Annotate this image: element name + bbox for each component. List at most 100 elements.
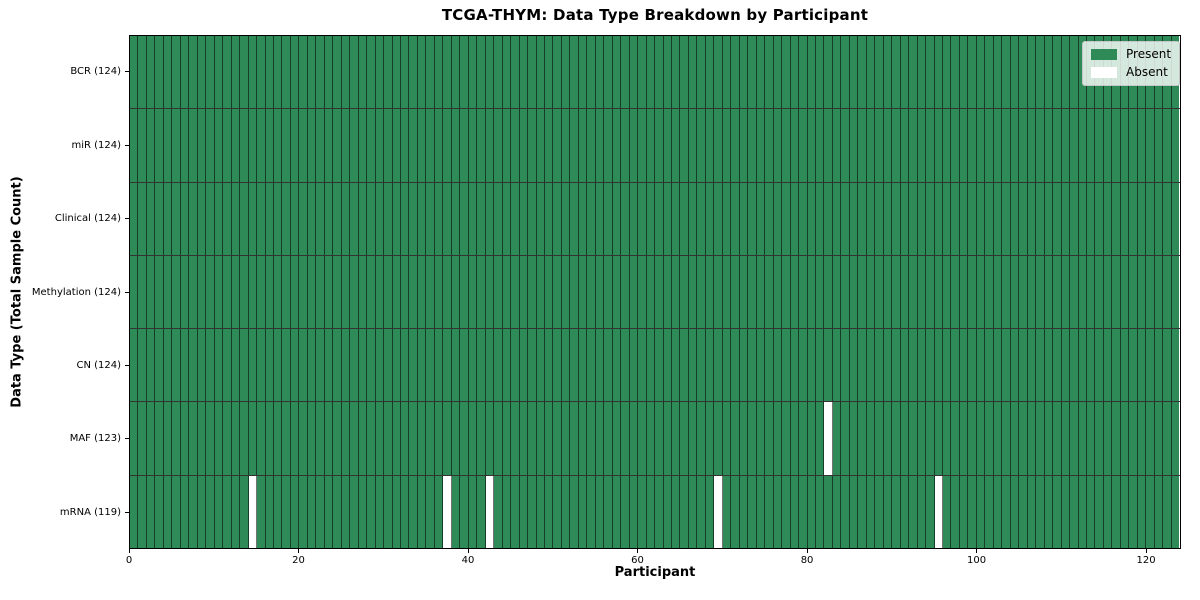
heatmap-cell-present [646, 36, 656, 109]
heatmap-cell-present [307, 109, 317, 182]
heatmap-cell-present [1019, 109, 1028, 182]
heatmap-cell-present [1061, 36, 1071, 109]
heatmap-cell-present [841, 36, 850, 109]
heatmap-cell-present [612, 329, 622, 402]
x-tick-mark [467, 549, 469, 553]
heatmap-cell-present [257, 182, 266, 255]
heatmap-cell-present [1137, 109, 1147, 182]
heatmap-cell-present [1078, 255, 1087, 329]
heatmap-cell-present [536, 475, 545, 548]
heatmap-cell-present [646, 255, 656, 329]
heatmap-cell-present [705, 329, 715, 402]
heatmap-cell-present [799, 36, 808, 109]
heatmap-cell-present [959, 402, 969, 475]
heatmap-cell-present [1163, 402, 1172, 475]
heatmap-cell-present [926, 329, 935, 402]
heatmap-cell-present [1146, 109, 1155, 182]
heatmap-cell-present [824, 475, 833, 548]
heatmap-cell-present [765, 36, 774, 109]
heatmap-cell-present [519, 182, 529, 255]
heatmap-cell-present [909, 475, 918, 548]
heatmap-cell-present [172, 255, 181, 329]
heatmap-cell-present [578, 36, 588, 109]
heatmap-cell-present [358, 329, 368, 402]
heatmap-cell-present [341, 109, 351, 182]
heatmap-cell-present [595, 402, 605, 475]
heatmap-cell-present [892, 329, 901, 402]
heatmap-cell-present [815, 109, 825, 182]
heatmap-cell-present [663, 109, 672, 182]
heatmap-cell-present [299, 475, 308, 548]
heatmap-cell-present [451, 36, 461, 109]
heatmap-cell-present [782, 475, 791, 548]
x-tick-label: 0 [125, 555, 133, 566]
heatmap-cell-present [536, 36, 545, 109]
heatmap-cell-present [909, 329, 918, 402]
heatmap-cell-present [612, 109, 622, 182]
heatmap-cell-present [739, 329, 749, 402]
heatmap-cell-present [1061, 255, 1071, 329]
heatmap-cell-present [536, 182, 545, 255]
legend-entry: Absent [1091, 66, 1171, 79]
heatmap-cell-present [782, 182, 791, 255]
heatmap-cell-present [163, 255, 173, 329]
heatmap-cell-present [561, 255, 571, 329]
heatmap-cell-present [189, 255, 198, 329]
heatmap-cell-present [849, 255, 859, 329]
heatmap-cell-present [519, 329, 529, 402]
heatmap-cell-present [968, 36, 977, 109]
heatmap-cell-present [544, 475, 554, 548]
heatmap-cell-present [959, 329, 969, 402]
heatmap-cell-present [714, 402, 723, 475]
heatmap-cell-present [595, 109, 605, 182]
heatmap-cell-present [604, 109, 613, 182]
heatmap-cell-present [553, 475, 562, 548]
heatmap-cell-present [1010, 475, 1020, 548]
heatmap-cell-present [1120, 109, 1130, 182]
heatmap-cell-present [367, 182, 376, 255]
heatmap-cell-present [1036, 255, 1045, 329]
heatmap-cell-present [926, 36, 935, 109]
heatmap-cell-present [138, 255, 147, 329]
heatmap-cell-present [443, 182, 452, 255]
heatmap-cell-present [341, 36, 351, 109]
heatmap-cell-present [477, 402, 486, 475]
heatmap-cell-present [722, 255, 732, 329]
heatmap-cell-present [172, 402, 181, 475]
heatmap-cell-present [739, 402, 749, 475]
heatmap-cell-present [892, 109, 901, 182]
heatmap-cell-present [824, 36, 833, 109]
heatmap-cell-present [307, 255, 317, 329]
heatmap-cell-present [1120, 329, 1130, 402]
heatmap-cell-present [570, 109, 579, 182]
heatmap-cell-present [1137, 255, 1147, 329]
heatmap-cell-present [680, 475, 689, 548]
heatmap-cell-present [951, 475, 960, 548]
heatmap-cell-present [722, 329, 732, 402]
heatmap-cell-present [248, 402, 258, 475]
heatmap-cell-present [494, 402, 503, 475]
heatmap-cell-present [307, 36, 317, 109]
heatmap-cell-present [1163, 182, 1172, 255]
heatmap-cell-present [680, 109, 689, 182]
heatmap-cell-present [282, 182, 291, 255]
heatmap-cell-present [722, 109, 732, 182]
heatmap-cell-present [705, 109, 715, 182]
heatmap-cell-present [739, 36, 749, 109]
heatmap-cell-present [477, 36, 486, 109]
heatmap-row [130, 475, 1180, 548]
heatmap-cell-present [155, 475, 164, 548]
heatmap-cell-present [451, 402, 461, 475]
heatmap-cell-present [587, 329, 596, 402]
heatmap-cell-present [655, 36, 664, 109]
heatmap-cell-present [629, 329, 639, 402]
heatmap-row [130, 182, 1180, 256]
heatmap-cell-present [968, 329, 977, 402]
heatmap-cell-present [993, 36, 1003, 109]
heatmap-cell-present [672, 109, 681, 182]
y-tick-mark [125, 71, 129, 73]
heatmap-cell-present [841, 255, 850, 329]
heatmap-cell-present [799, 402, 808, 475]
heatmap-cell-present [570, 475, 579, 548]
